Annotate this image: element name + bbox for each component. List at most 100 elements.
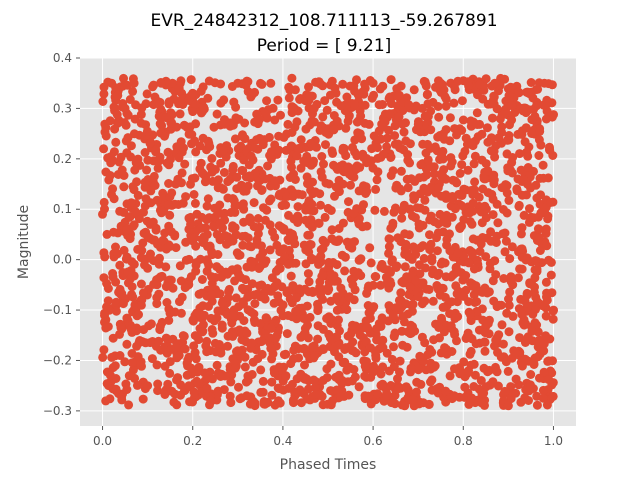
data-point xyxy=(344,292,354,302)
data-point xyxy=(241,80,251,90)
data-point xyxy=(259,203,268,213)
data-point xyxy=(301,205,311,215)
data-point xyxy=(416,160,426,170)
data-point xyxy=(164,179,174,188)
data-point xyxy=(223,331,233,341)
data-point xyxy=(433,271,442,280)
data-point xyxy=(440,292,450,302)
data-point xyxy=(352,204,362,214)
data-point xyxy=(121,254,131,264)
data-point xyxy=(115,351,125,360)
data-point xyxy=(501,236,511,246)
data-point xyxy=(410,213,420,223)
data-point xyxy=(279,244,289,254)
data-point xyxy=(140,148,150,157)
data-point xyxy=(439,134,449,144)
data-point xyxy=(221,267,231,277)
data-point xyxy=(139,325,149,335)
data-point xyxy=(302,301,312,311)
data-point xyxy=(179,331,189,341)
data-point xyxy=(396,186,406,196)
data-point xyxy=(113,90,123,100)
data-point xyxy=(382,142,392,152)
data-point xyxy=(504,294,513,304)
data-point xyxy=(338,179,348,189)
data-point xyxy=(133,190,143,200)
data-point xyxy=(246,307,256,317)
data-point xyxy=(134,214,144,224)
data-point xyxy=(448,194,458,204)
data-point xyxy=(399,127,409,137)
data-point xyxy=(342,365,352,375)
data-point xyxy=(470,177,480,187)
data-point xyxy=(302,374,312,384)
data-point xyxy=(99,197,109,207)
data-point xyxy=(498,205,508,214)
data-point xyxy=(505,165,515,175)
data-point xyxy=(122,385,132,394)
data-point xyxy=(175,109,185,119)
data-point xyxy=(332,385,342,395)
data-point xyxy=(379,264,389,274)
data-point xyxy=(240,362,250,372)
data-point xyxy=(192,367,202,377)
data-point xyxy=(217,320,227,330)
data-point xyxy=(151,145,161,155)
data-point xyxy=(384,248,394,258)
data-point xyxy=(455,168,465,178)
data-point xyxy=(516,229,526,239)
data-point xyxy=(270,334,280,344)
data-point xyxy=(380,117,390,127)
data-point xyxy=(402,174,412,184)
data-point xyxy=(262,398,272,408)
data-point xyxy=(319,345,328,354)
data-point xyxy=(117,165,127,175)
data-point xyxy=(143,155,153,165)
data-point xyxy=(273,383,283,393)
data-point xyxy=(119,182,129,192)
data-point xyxy=(101,131,111,141)
y-tick-label: 0.1 xyxy=(53,202,72,216)
data-point xyxy=(396,143,406,153)
data-point xyxy=(120,103,130,113)
data-point xyxy=(415,351,425,361)
data-point xyxy=(131,158,141,168)
x-axis-ticks: 0.0 0.2 0.4 0.6 0.8 1.0 xyxy=(93,426,563,448)
data-point xyxy=(164,97,174,107)
data-point xyxy=(143,381,153,391)
data-point xyxy=(212,109,222,119)
data-point xyxy=(245,171,254,181)
data-point xyxy=(111,137,121,147)
data-point xyxy=(457,125,467,135)
y-axis-label: Magnitude xyxy=(16,205,32,279)
data-point xyxy=(436,78,446,88)
data-point xyxy=(420,205,430,215)
x-tick-label: 0.0 xyxy=(93,434,112,448)
data-point xyxy=(126,152,136,162)
data-point xyxy=(470,151,480,161)
data-point xyxy=(479,363,489,373)
data-point xyxy=(149,279,159,289)
data-point xyxy=(266,343,276,353)
data-point xyxy=(293,144,303,154)
data-point xyxy=(215,218,225,228)
chart-title: EVR_24842312_108.711113_-59.267891 xyxy=(150,11,497,31)
data-point xyxy=(125,234,135,244)
data-point xyxy=(420,111,430,121)
data-point xyxy=(166,154,175,164)
data-point xyxy=(160,228,170,238)
data-point xyxy=(257,79,267,89)
data-point xyxy=(352,75,361,85)
data-point xyxy=(110,124,120,134)
data-point xyxy=(545,145,554,155)
data-point xyxy=(228,310,238,320)
data-point xyxy=(529,287,539,297)
data-point xyxy=(377,313,387,323)
y-tick-label: −0.3 xyxy=(43,404,72,418)
data-point xyxy=(373,389,382,399)
data-point xyxy=(255,115,264,124)
data-point xyxy=(517,361,527,371)
data-point xyxy=(108,184,118,194)
data-point xyxy=(514,304,524,314)
data-point xyxy=(370,205,380,215)
